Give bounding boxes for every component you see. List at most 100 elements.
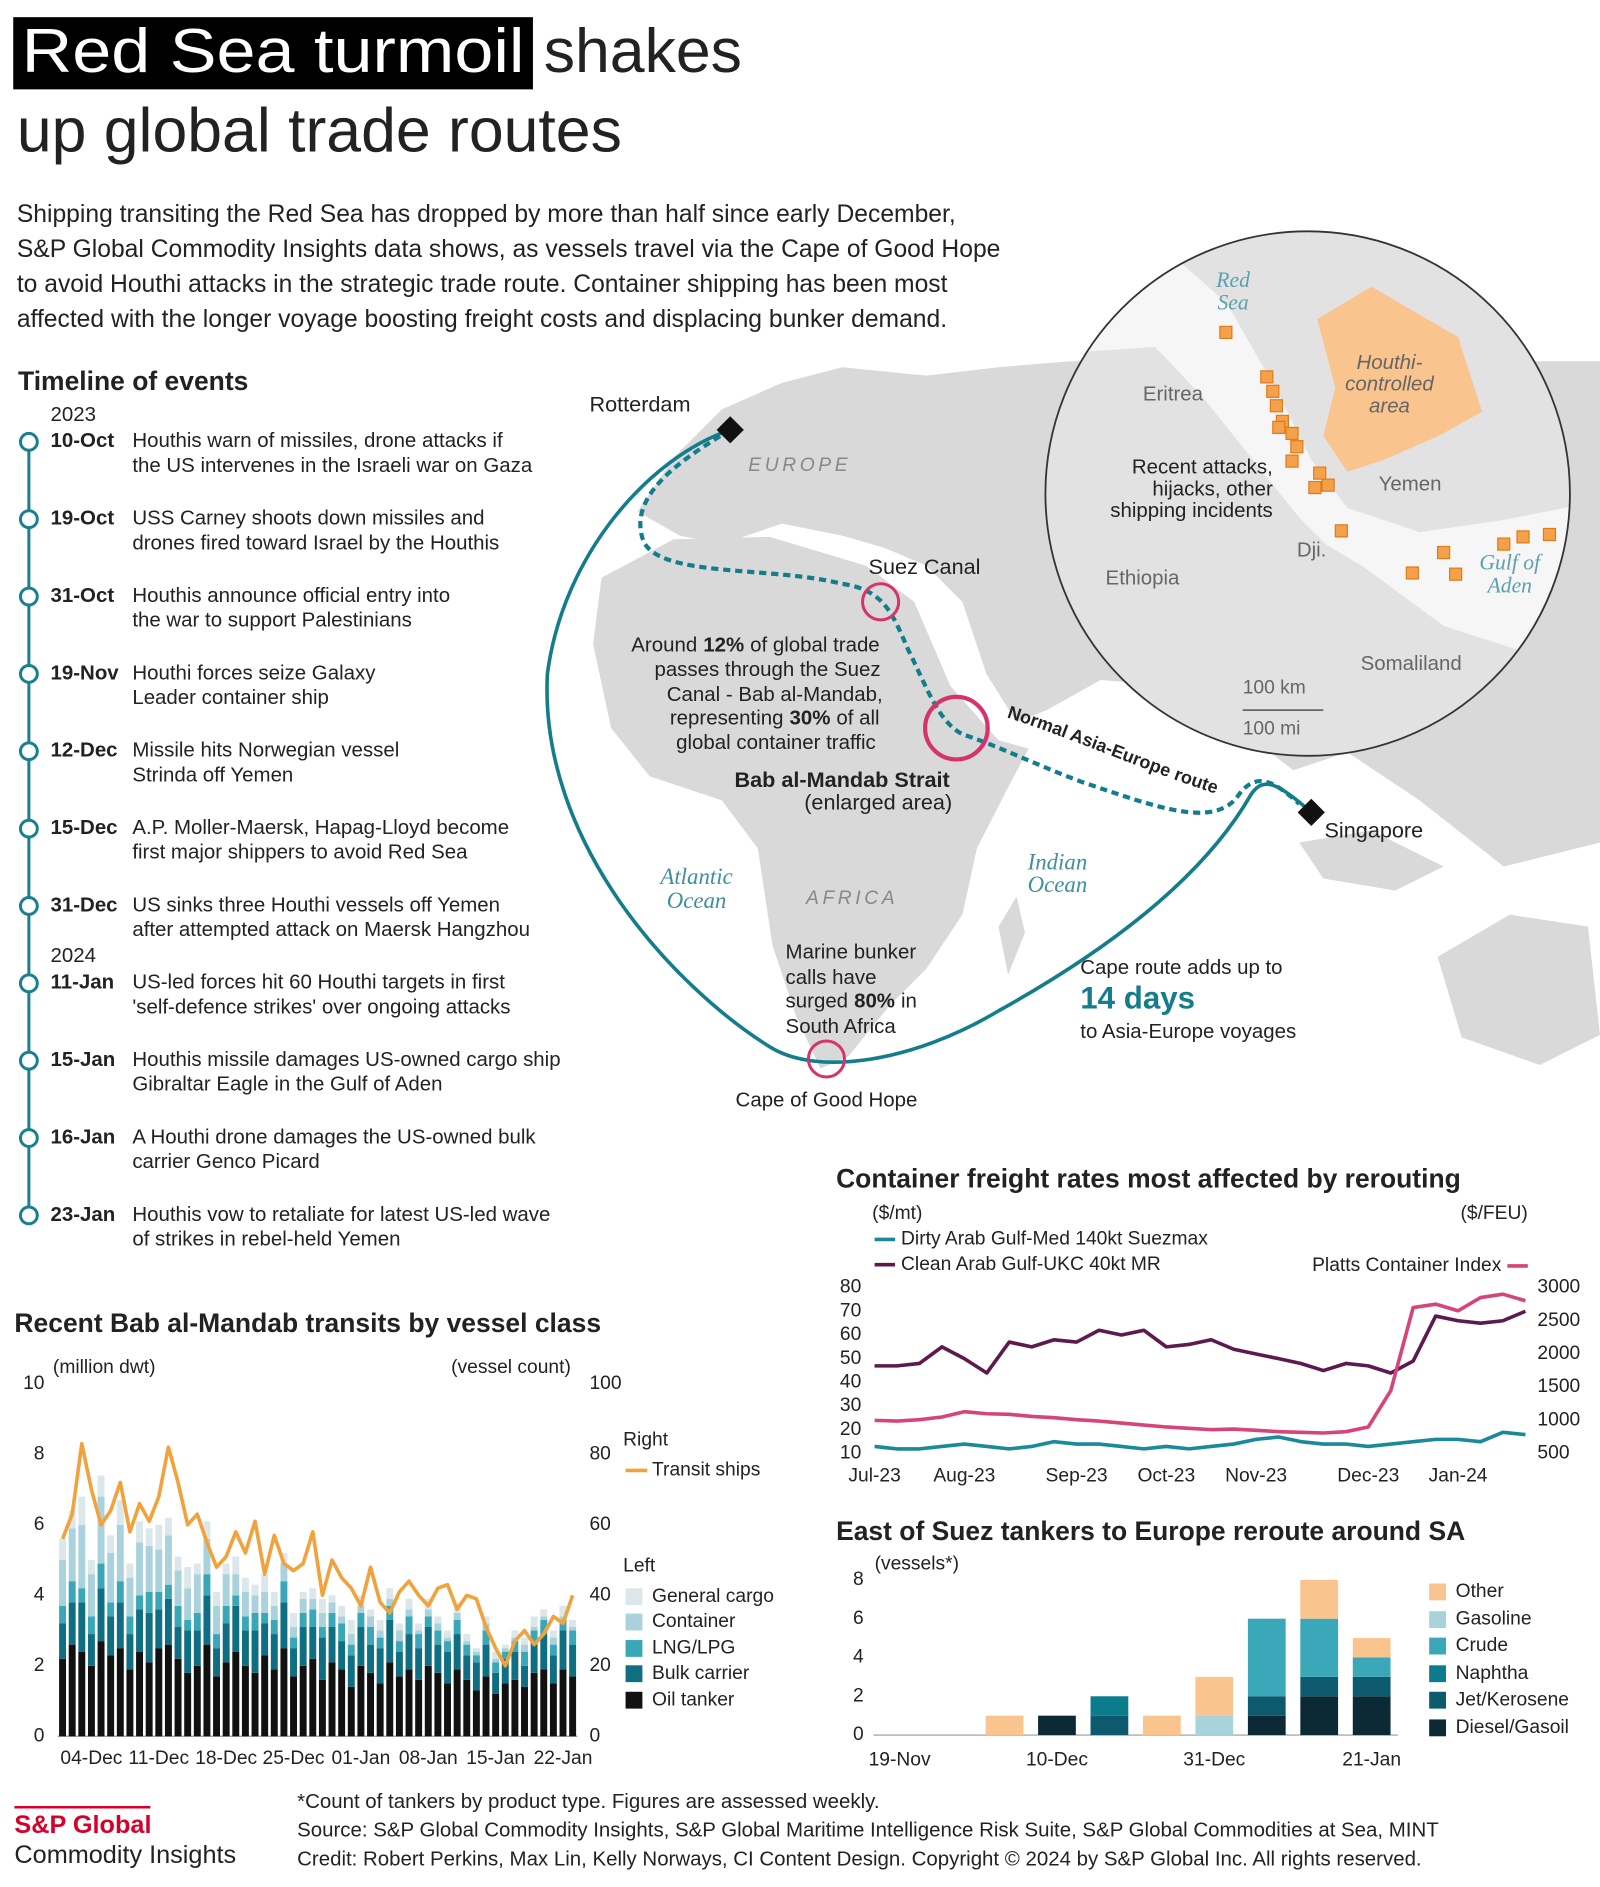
cape-note-value: 14 days: [1080, 980, 1195, 1015]
bar-segment: [367, 1644, 374, 1673]
bar-segment: [241, 1577, 249, 1592]
bar-segment: [511, 1679, 519, 1737]
bar-segment: [222, 1574, 230, 1606]
bar-segment: [424, 1627, 432, 1666]
bar-segment: [280, 1563, 288, 1582]
legend-swatch: [625, 1691, 643, 1709]
bar-segment: [511, 1641, 519, 1652]
bar-segment: [1300, 1618, 1339, 1677]
chart-title: Recent Bab al-Mandab transits by vessel …: [14, 1308, 601, 1338]
note-line: Canal - Bab al-Mandab,: [667, 683, 883, 706]
bar-segment: [357, 1612, 365, 1628]
bar-segment: [328, 1612, 336, 1628]
bar-segment: [116, 1602, 124, 1649]
inset-map: [1045, 231, 1570, 756]
bar-segment: [87, 1634, 95, 1666]
bar-segment: [232, 1651, 240, 1737]
bar-segment: [107, 1602, 115, 1617]
bar-segment: [155, 1591, 163, 1610]
inset-land: [1045, 346, 1570, 756]
legend-label: Transit ships: [652, 1459, 760, 1480]
bar-segment: [559, 1619, 567, 1631]
bar-segment: [155, 1648, 163, 1737]
bar-segment: [164, 1535, 172, 1585]
y2-tick-label: 2500: [1537, 1310, 1580, 1331]
timeline-year: 2023: [51, 403, 96, 426]
timeline-text: US-led forces hit 60 Houthi targets in f…: [132, 971, 505, 994]
note-text: surged: [786, 990, 849, 1013]
incident: [1449, 567, 1463, 581]
cape-route: [545, 428, 1313, 1064]
singapore-marker: [1297, 798, 1325, 826]
timeline-title: Timeline of events: [18, 366, 248, 396]
bar-segment: [97, 1475, 105, 1497]
x-tick-label: 08-Jan: [399, 1748, 458, 1769]
region-label: EUROPE: [748, 455, 851, 476]
note-text: of global trade: [750, 634, 880, 657]
x-tick-label: 21-Jan: [1342, 1749, 1401, 1770]
bar-segment: [1352, 1638, 1391, 1658]
bar-segment: [386, 1619, 394, 1663]
timeline-text: drones fired toward Israel by the Houthi…: [132, 531, 499, 554]
x-tick-label: 01-Jan: [331, 1748, 390, 1769]
legend-swatch: [625, 1665, 643, 1683]
x-tick-label: Nov-23: [1225, 1466, 1287, 1487]
bar-segment: [367, 1627, 374, 1645]
timeline-dot: [18, 663, 39, 684]
bar-segment: [193, 1665, 201, 1737]
bar-segment: [213, 1676, 221, 1737]
bar-segment: [540, 1609, 548, 1617]
bar-segment: [444, 1683, 451, 1737]
bar-segment: [376, 1683, 384, 1737]
houthi-label: controlled: [1345, 373, 1434, 396]
bar-segment: [540, 1669, 548, 1737]
timeline-text: US sinks three Houthi vessels off Yemen: [132, 893, 500, 916]
y-tick-label: 10: [840, 1443, 861, 1464]
bar-segment: [559, 1605, 567, 1617]
y-tick-label: 0: [34, 1725, 45, 1746]
timeline-dot: [18, 509, 39, 530]
bar-segment: [222, 1623, 230, 1663]
place-label: Cape of Good Hope: [736, 1089, 918, 1112]
bar-segment: [472, 1690, 480, 1737]
bar-segment: [203, 1574, 211, 1596]
timeline-date: 23-Jan: [51, 1203, 116, 1226]
bar-segment: [232, 1605, 240, 1652]
x-tick-label: Oct-23: [1137, 1466, 1195, 1487]
attacks-label: shipping incidents: [1110, 499, 1272, 522]
bar-segment: [1195, 1715, 1234, 1736]
bar-segment: [270, 1669, 278, 1737]
bar-segment: [290, 1612, 297, 1628]
bar-segment: [453, 1612, 461, 1620]
y2-tick-label: 20: [589, 1655, 610, 1676]
bar-segment: [434, 1644, 442, 1673]
bar-segment: [985, 1715, 1024, 1736]
bar-segment: [501, 1644, 509, 1649]
bar-segment: [453, 1619, 461, 1635]
legend-label: Jet/Kerosene: [1456, 1689, 1569, 1710]
bar-segment: [87, 1574, 95, 1617]
x-tick-label: Jul-23: [848, 1466, 900, 1487]
x-tick-label: 04-Dec: [60, 1748, 122, 1769]
bar-segment: [78, 1602, 86, 1652]
bar-segment: [232, 1556, 240, 1575]
scale-label: 100 mi: [1243, 718, 1301, 739]
bar-segment: [145, 1545, 153, 1592]
footer-note: *Count of tankers by product type. Figur…: [297, 1790, 879, 1813]
y2-tick-label: 60: [589, 1514, 610, 1535]
bar-segment: [107, 1655, 115, 1737]
intro-line: affected with the longer voyage boosting…: [17, 306, 947, 333]
bar-segment: [261, 1591, 269, 1613]
bar-segment: [155, 1524, 163, 1550]
bar-segment: [309, 1588, 317, 1599]
bar-segment: [482, 1616, 490, 1624]
bar-segment: [1247, 1618, 1286, 1697]
legend-label: Dirty Arab Gulf-Med 140kt Suezmax: [901, 1229, 1208, 1250]
timeline-text: Houthis vow to retaliate for latest US-l…: [132, 1203, 550, 1226]
bar-segment: [424, 1616, 432, 1628]
bar-segment: [136, 1542, 144, 1596]
axis-label: ($/mt): [872, 1203, 922, 1224]
y2-tick-label: 40: [589, 1584, 610, 1605]
note-line: Marine bunker: [786, 941, 917, 964]
note-text: in: [901, 990, 917, 1013]
